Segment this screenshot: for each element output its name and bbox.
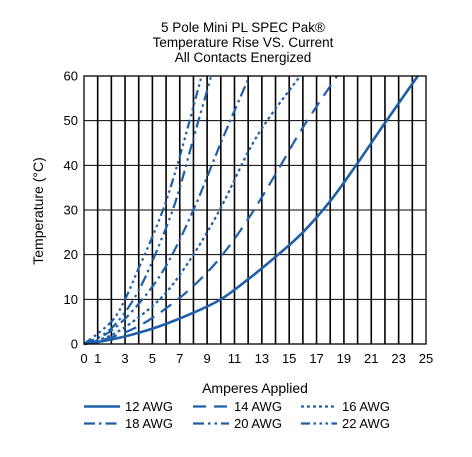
series-line-20-awg xyxy=(83,75,213,345)
series-line-16-awg xyxy=(83,75,301,346)
series-line-14-awg xyxy=(83,75,339,346)
x-tick-label: 23 xyxy=(391,351,405,366)
y-axis-label: Temperature (°C) xyxy=(30,157,46,265)
y-tick-label: 0 xyxy=(71,337,78,352)
x-tick-label: 17 xyxy=(309,351,323,366)
y-tick-label: 30 xyxy=(64,203,78,218)
x-tick-label: 0 xyxy=(80,351,87,366)
chart-title-line-2: Temperature Rise VS. Current xyxy=(153,35,334,50)
series-group xyxy=(83,75,419,346)
x-tick-label: 11 xyxy=(228,351,242,366)
x-tick-label: 19 xyxy=(337,351,351,366)
x-tick-label: 13 xyxy=(255,351,269,366)
x-tick-label: 25 xyxy=(419,351,433,366)
y-tick-label: 40 xyxy=(64,158,78,173)
plot-frame xyxy=(83,75,427,345)
legend-label: 18 AWG xyxy=(125,416,173,431)
y-tick-label: 20 xyxy=(64,247,78,262)
series-line-12-awg xyxy=(83,75,419,346)
x-tick-label: 15 xyxy=(282,351,296,366)
x-tick-label: 5 xyxy=(149,351,156,366)
x-tick-label: 3 xyxy=(121,351,128,366)
series-line-22-awg xyxy=(83,75,203,345)
chart-title-line-3: All Contacts Energized xyxy=(175,50,312,65)
chart-title-line-1: 5 Pole Mini PL SPEC Pak® xyxy=(161,20,325,35)
legend-label: 22 AWG xyxy=(342,416,390,431)
y-tick-label: 50 xyxy=(64,113,78,128)
y-tick-label: 60 xyxy=(64,69,78,84)
grid xyxy=(84,76,426,344)
legend-label: 20 AWG xyxy=(234,416,282,431)
x-tick-label: 21 xyxy=(364,351,378,366)
legend-label: 16 AWG xyxy=(342,399,390,414)
y-tick-labels: 0 10 20 30 40 50 60 xyxy=(64,69,78,352)
legend: 12 AWG 14 AWG 16 AWG 18 AWG 20 AWG 22 AWG xyxy=(84,399,390,431)
x-tick-label: 9 xyxy=(204,351,211,366)
x-tick-label: 1 xyxy=(94,351,101,366)
x-axis-label: Amperes Applied xyxy=(202,380,308,396)
x-tick-labels: 0 1 3 5 7 9 11 13 15 17 19 21 23 25 xyxy=(80,351,433,366)
legend-label: 12 AWG xyxy=(125,399,173,414)
y-tick-label: 10 xyxy=(64,292,78,307)
series-line-18-awg xyxy=(83,75,251,346)
legend-label: 14 AWG xyxy=(234,399,282,414)
x-tick-label: 7 xyxy=(176,351,183,366)
